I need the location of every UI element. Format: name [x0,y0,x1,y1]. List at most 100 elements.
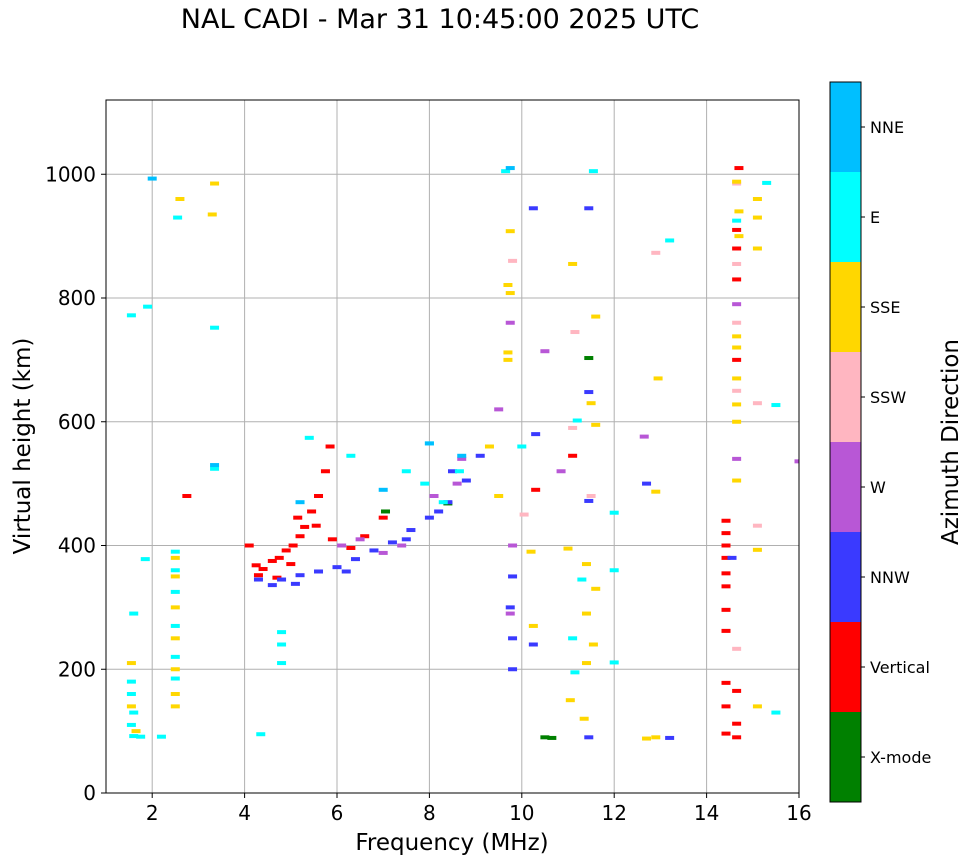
x-tick-label: 8 [423,801,436,825]
data-point-vertical [286,562,296,567]
data-point-sse [207,212,217,217]
colorbar-frame [829,81,862,803]
data-point-e [126,313,136,318]
colorbar-tick-label: SSW [870,388,906,407]
data-point-nnw [505,605,515,610]
data-point-nnw [461,478,471,483]
data-point-nne [295,500,305,505]
data-point-e [143,304,153,309]
data-point-ssw [508,258,518,263]
data-point-vertical [253,573,263,578]
data-point-vertical [182,494,192,498]
data-point-nne [505,166,515,171]
data-point-w [429,494,439,498]
data-point-vertical [314,494,324,498]
y-tick-label: 0 [83,781,96,805]
data-point-sse [586,401,596,406]
data-point-x-mode [540,735,550,740]
data-points [126,166,799,741]
data-point-sse [752,704,762,709]
data-point-sse [752,246,762,251]
colorbar-segment [830,262,861,352]
data-point-e [277,661,287,666]
data-point-vertical [721,518,731,523]
chart-title: NAL CADI - Mar 31 10:45:00 2025 UTC [180,4,700,35]
data-point-e [156,734,166,739]
data-point-sse [752,547,762,552]
data-point-vertical [325,444,335,449]
data-point-nnw [584,498,594,503]
data-point-sse [503,357,513,362]
data-point-sse [175,197,185,201]
colorbar-segment [830,442,861,532]
data-point-sse [526,549,536,554]
data-point-e [570,670,580,675]
data-point-x-mode [584,356,594,361]
data-point-sse [732,402,742,407]
data-point-e [577,577,587,582]
data-point-vertical [258,567,268,572]
data-point-e [170,589,180,594]
plot-background [106,100,799,793]
data-point-sse [581,661,591,666]
data-point-e [170,676,180,681]
data-point-vertical [721,680,731,685]
data-point-e [170,549,180,554]
data-point-e [210,466,220,471]
data-point-sse [653,376,663,381]
data-point-e [762,180,772,185]
data-point-e [454,469,464,474]
data-point-w [794,459,799,464]
data-point-nnw [443,500,453,505]
data-point-vertical [721,555,731,560]
data-point-e [609,568,619,573]
data-point-vertical [251,563,261,568]
data-point-nne [147,176,157,181]
colorbar-segment [830,622,861,712]
data-point-e [129,710,139,715]
data-point-e [126,692,136,696]
data-point-sse [651,489,661,494]
data-point-vertical [267,558,277,563]
y-tick-label: 1000 [45,162,96,186]
data-point-vertical [732,721,742,726]
data-point-e [126,679,136,684]
x-tick-label: 2 [146,801,159,825]
x-tick-label: 6 [331,801,344,825]
data-point-e [771,710,781,715]
data-point-vertical [378,515,388,520]
data-point-e [129,611,139,616]
data-point-nnw [528,642,538,647]
data-point-sse [170,667,180,672]
data-point-vertical [244,543,254,548]
data-point-nnw [406,528,416,533]
data-point-vertical [300,524,310,529]
y-tick-label: 600 [58,410,96,434]
data-point-nnw [528,206,538,211]
colorbar-label: Azimuth Direction [938,339,964,545]
data-point-nnw [341,569,351,574]
data-point-nnw [508,574,518,579]
data-point-w [556,469,566,474]
data-point-vertical [360,534,370,539]
data-point-x-mode [547,735,557,740]
data-point-sse [505,291,515,296]
data-point-nnw [508,636,518,641]
colorbar-tick-label: W [870,478,886,497]
data-point-vertical [732,277,742,282]
data-point-vertical [531,487,541,492]
y-axis: 0 200 400 600 800 1000 [45,162,106,805]
data-point-e [588,169,598,174]
data-point-e [170,623,180,628]
data-point-sse [732,334,742,339]
data-point-sse [568,261,578,266]
data-point-nnw [424,515,434,520]
data-point-nnw [448,469,457,474]
data-point-sse [528,623,538,628]
data-point-nne [457,453,467,458]
y-tick-label: 200 [58,657,96,681]
data-point-ssw [752,401,762,406]
colorbar-tick-label: E [870,208,880,227]
data-point-w [457,456,467,461]
